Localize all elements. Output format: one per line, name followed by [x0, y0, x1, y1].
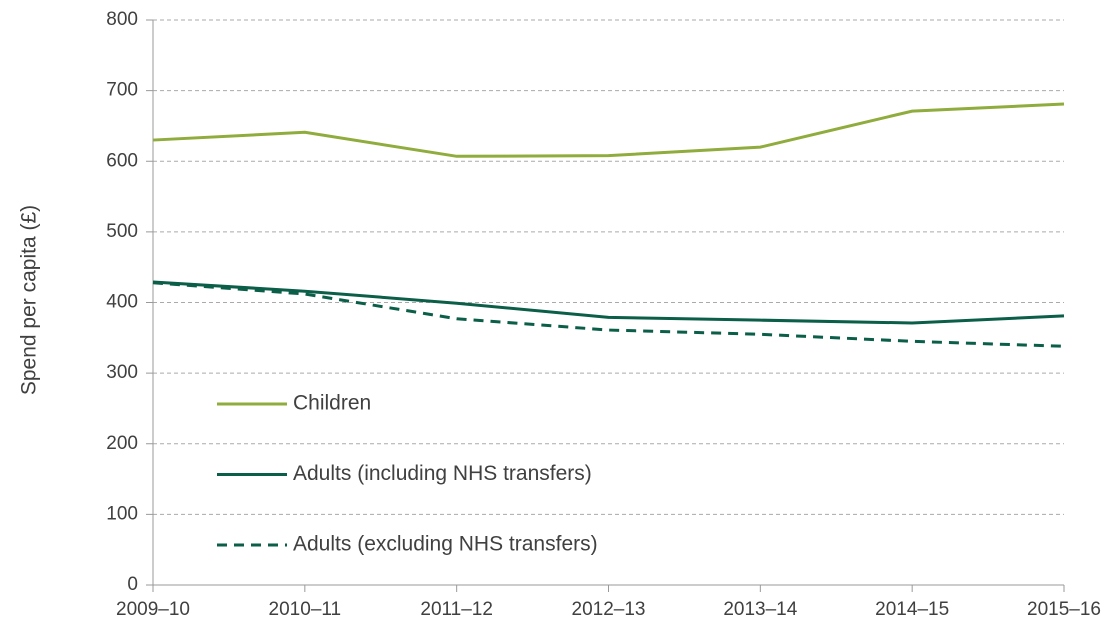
x-tick-label: 2009–10: [116, 599, 190, 620]
x-tick-label: 2015–16: [1027, 599, 1101, 620]
x-tick-label: 2010–11: [269, 599, 342, 620]
y-axis-title: Spend per capita (£): [18, 205, 41, 395]
series-line: [152, 281, 1065, 348]
y-tick-label: 400: [106, 292, 138, 313]
y-tick-label: 700: [106, 80, 138, 101]
legend-label: Children: [293, 392, 371, 415]
series-line: [152, 102, 1065, 158]
x-tick-label: 2013–14: [723, 599, 797, 620]
y-tick-label: 200: [106, 433, 138, 454]
y-tick-label: 0: [127, 574, 138, 595]
x-tick-label: 2012–13: [572, 599, 646, 620]
y-tick-label: 600: [106, 150, 138, 171]
series-line: [152, 280, 1065, 325]
x-tick-label: 2014–15: [875, 599, 949, 620]
y-tick-label: 100: [106, 503, 138, 524]
legend-label: Adults (excluding NHS transfers): [293, 533, 598, 556]
y-tick-label: 500: [106, 221, 138, 242]
legend-label: Adults (including NHS transfers): [293, 462, 592, 485]
y-tick-label: 800: [106, 9, 138, 30]
y-tick-label: 300: [106, 362, 138, 383]
x-tick-label: 2011–12: [420, 599, 493, 620]
